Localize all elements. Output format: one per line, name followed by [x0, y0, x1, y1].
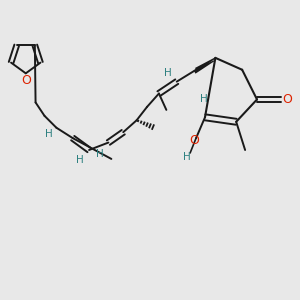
Polygon shape	[195, 57, 216, 71]
Text: O: O	[282, 93, 292, 106]
Text: H: H	[183, 152, 191, 162]
Text: H: H	[164, 68, 172, 78]
Text: H: H	[96, 149, 103, 160]
Text: H: H	[45, 129, 53, 139]
Text: O: O	[190, 134, 200, 147]
Text: H: H	[76, 155, 84, 165]
Text: O: O	[21, 74, 31, 87]
Text: H: H	[200, 94, 207, 104]
Polygon shape	[194, 60, 214, 74]
